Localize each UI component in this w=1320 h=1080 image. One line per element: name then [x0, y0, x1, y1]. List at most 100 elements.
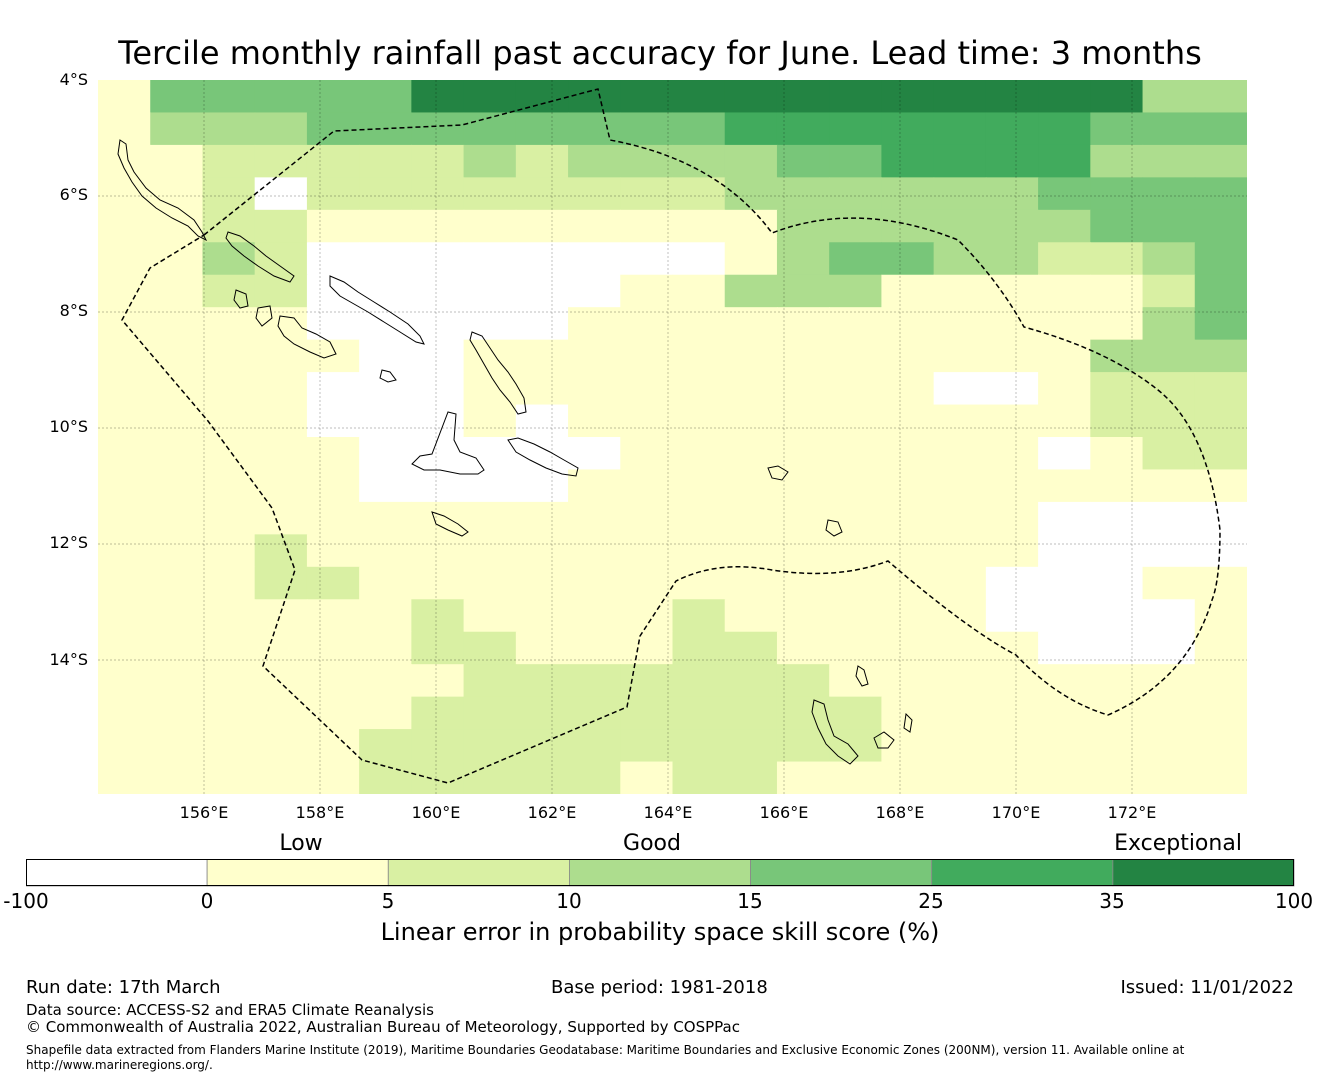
grid-cell [620, 144, 674, 178]
grid-cell [1142, 177, 1196, 211]
grid-cell [829, 534, 883, 568]
grid-cell [724, 696, 778, 730]
grid-cell [1142, 80, 1196, 114]
grid-cell [359, 729, 412, 763]
grid-cell [411, 274, 465, 308]
grid-cell [463, 80, 517, 114]
grid-cell [568, 501, 621, 535]
grid-cell [829, 566, 883, 600]
grid-cell [463, 144, 517, 178]
grid-cell [829, 664, 883, 698]
grid-cell [1142, 501, 1196, 535]
colorbar-segment [569, 859, 751, 887]
grid-cell [98, 274, 151, 308]
grid-cell [411, 761, 465, 794]
grid-cell [1142, 437, 1196, 471]
grid-cell [724, 437, 778, 471]
grid-cell [1090, 696, 1144, 730]
grid-cell [672, 404, 726, 438]
grid-cell [1038, 566, 1091, 600]
grid-cell [568, 307, 621, 341]
shapefile-credit-line2: http://www.marineregions.org/. [26, 1058, 213, 1072]
grid-cell [776, 501, 830, 535]
grid-cell [515, 664, 569, 698]
grid-cell [463, 664, 517, 698]
grid-cell [568, 372, 621, 406]
grid-cell [150, 307, 204, 341]
grid-cell [672, 534, 726, 568]
grid-cell [933, 534, 987, 568]
grid-cell [933, 469, 987, 503]
grid-cell [620, 729, 674, 763]
lon-label-168e: 168°E [875, 803, 925, 822]
grid-cell [620, 372, 674, 406]
grid-cell [1090, 177, 1144, 211]
grid-cell [463, 307, 517, 341]
grid-cell [150, 437, 204, 471]
grid-cell [515, 339, 569, 373]
graticule [98, 80, 1247, 794]
grid-cell [672, 177, 726, 211]
grid-cell [881, 372, 935, 406]
grid-cell [1038, 729, 1091, 763]
grid-cell [724, 761, 778, 794]
grid-cell [985, 501, 1039, 535]
grid-cell [463, 599, 517, 633]
colorbar-segment [750, 859, 933, 887]
grid-cell [933, 761, 987, 794]
grid-cell [1142, 242, 1196, 276]
grid-cell [254, 372, 308, 406]
grid-cell [776, 274, 830, 308]
grid-cell [672, 372, 726, 406]
grid-cell [98, 80, 151, 114]
lon-label-158e: 158°E [295, 803, 345, 822]
grid-cell [1194, 372, 1247, 406]
grid-cell [150, 144, 204, 178]
grid-cell [359, 209, 412, 243]
skill-grid-cells [98, 80, 1247, 794]
grid-cell [98, 469, 151, 503]
grid-cell [1142, 112, 1196, 146]
grid-cell [1038, 469, 1091, 503]
grid-cell [1142, 339, 1196, 373]
grid-cell [568, 566, 621, 600]
grid-cell [568, 664, 621, 698]
grid-cell [776, 437, 830, 471]
grid-cell [881, 501, 935, 535]
grid-cell [881, 339, 935, 373]
grid-cell [568, 761, 621, 794]
grid-cell [724, 177, 778, 211]
grid-cell [881, 307, 935, 341]
grid-cell [515, 729, 569, 763]
grid-cell [98, 696, 151, 730]
grid-cell [829, 761, 883, 794]
grid-cell [98, 631, 151, 665]
grid-cell [359, 307, 412, 341]
grid-cell [829, 372, 883, 406]
grid-cell [1194, 404, 1247, 438]
grid-cell [1142, 729, 1196, 763]
grid-cell [1090, 242, 1144, 276]
grid-cell [829, 307, 883, 341]
grid-cell [515, 501, 569, 535]
grid-cell [306, 599, 360, 633]
grid-cell [515, 144, 569, 178]
grid-cell [306, 372, 360, 406]
grid-cell [202, 664, 256, 698]
grid-cell [411, 307, 465, 341]
grid-cell [1090, 761, 1144, 794]
lon-label-162e: 162°E [527, 803, 577, 822]
grid-cell [1194, 274, 1247, 308]
grid-cell [776, 177, 830, 211]
category-low: Low [279, 831, 323, 856]
grid-cell [150, 242, 204, 276]
lat-label-14s: 14°S [49, 650, 88, 669]
grid-cell [150, 534, 204, 568]
grid-cell [202, 242, 256, 276]
grid-cell [620, 501, 674, 535]
grid-cell [306, 242, 360, 276]
grid-cell [1038, 696, 1091, 730]
grid-cell [672, 761, 726, 794]
grid-cell [620, 664, 674, 698]
grid-cell [1194, 761, 1247, 794]
